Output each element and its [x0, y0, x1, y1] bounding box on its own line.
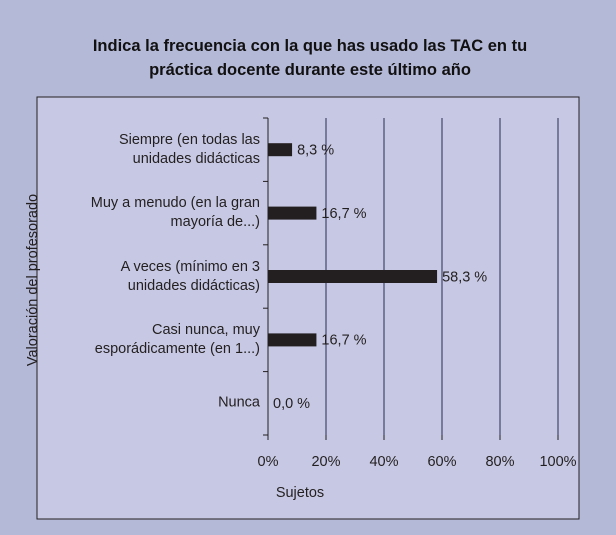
bar	[268, 206, 317, 220]
x-tick-label: 20%	[311, 454, 340, 470]
value-label: 16,7 %	[321, 206, 366, 222]
y-tick-label: Nunca	[218, 394, 260, 411]
bar	[268, 143, 293, 157]
bar	[268, 270, 438, 283]
x-tick-label: 100%	[539, 454, 576, 470]
x-tick-label: 40%	[369, 454, 398, 470]
value-label: 58,3 %	[442, 269, 487, 285]
plot-frame	[36, 96, 580, 520]
chart-title: Indica la frecuencia con la que has usad…	[92, 37, 528, 79]
value-label: 16,7 %	[321, 333, 366, 349]
x-tick-label: 80%	[485, 454, 514, 470]
y-tick-label: Muy a menudo (en la gran mayoría de...)	[90, 195, 260, 231]
x-tick-label: 60%	[427, 454, 456, 470]
y-tick-label: A veces (mínimo en 3 unidades didácticas…	[120, 258, 260, 294]
y-tick-label: Casi nunca, muy esporádicamente (en 1...…	[94, 321, 260, 357]
y-axis-title: Valoración del profesorado	[25, 194, 41, 366]
value-label: 8,3 %	[297, 143, 334, 159]
value-label: 0,0 %	[273, 396, 310, 412]
x-tick-label: 0%	[258, 454, 279, 470]
y-tick-label: Siempre (en todas las unidades didáctica…	[118, 131, 260, 167]
bar	[268, 333, 317, 347]
x-axis-title: Sujetos	[276, 485, 324, 501]
